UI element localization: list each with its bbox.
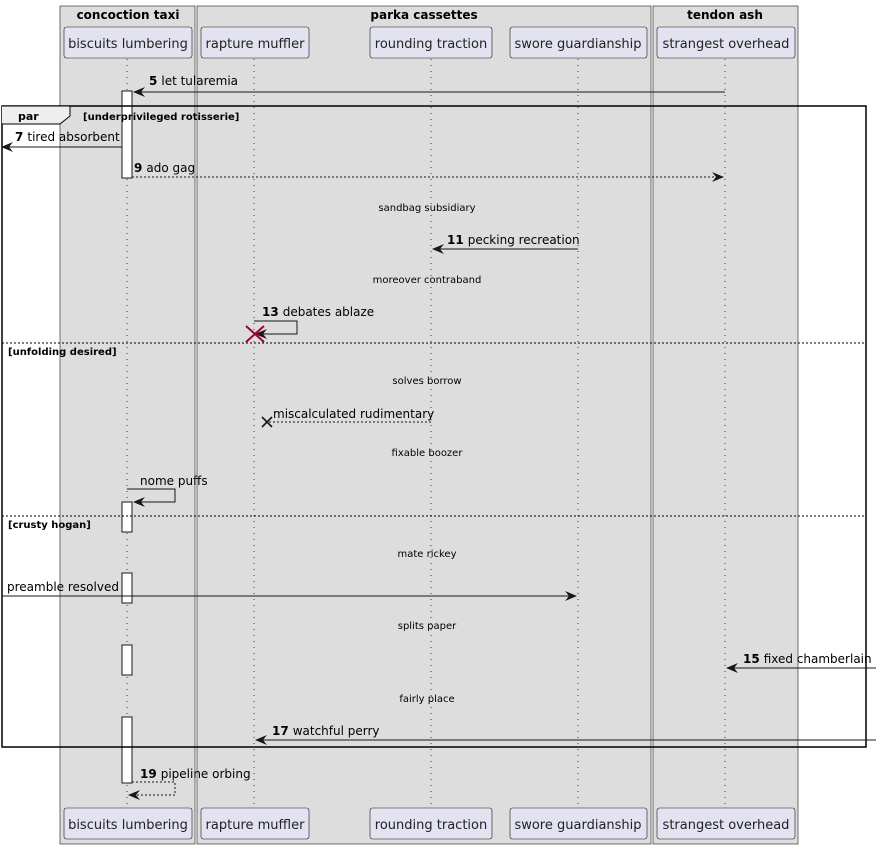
message-label: 7 tired absorbent xyxy=(15,130,120,144)
message-nome-puffs: nome puffs xyxy=(127,474,208,507)
activation-bar xyxy=(121,572,133,604)
par-frame: par [underprivileged rotisserie] [unfold… xyxy=(1,105,867,748)
divider-label: sandbag subsidiary xyxy=(378,203,475,214)
participant-rounding-traction xyxy=(369,26,493,59)
message-label: 5 let tularemia xyxy=(149,74,238,88)
participant-heads-bottom: biscuits lumbering rapture muffler round… xyxy=(63,807,796,840)
activation-bar xyxy=(121,644,133,676)
divider-label: splits paper xyxy=(398,621,457,632)
participant-rapture-muffler xyxy=(200,807,310,840)
message-tired-absorbent: 7 tired absorbent xyxy=(1,130,122,152)
divider-label: mate rickey xyxy=(397,549,456,560)
participant-heads-top: biscuits lumbering rapture muffler round… xyxy=(63,26,796,59)
participant-biscuits-lumbering xyxy=(63,26,193,59)
message-pipeline-orbing: 19 pipeline orbing xyxy=(128,767,251,800)
message-label: 9 ado gag xyxy=(134,161,195,175)
box-title: parka cassettes xyxy=(370,8,477,22)
divider-label: solves borrow xyxy=(392,376,461,387)
message-preamble-resolved: preamble resolved xyxy=(2,580,577,601)
message-label: 11 pecking recreation xyxy=(447,233,580,247)
lifelines xyxy=(126,59,726,808)
participant-label: swore guardianship xyxy=(514,37,641,52)
participant-swore-guardianship xyxy=(509,26,648,59)
message-ado-gag: 9 ado gag xyxy=(132,161,724,182)
participant-label: biscuits lumbering xyxy=(68,818,188,833)
participant-label: rapture muffler xyxy=(206,37,306,52)
message-label: preamble resolved xyxy=(7,580,119,594)
dividers: sandbag subsidiary moreover contraband s… xyxy=(373,203,482,705)
message-label: 17 watchful perry xyxy=(272,724,380,738)
participant-biscuits-lumbering xyxy=(63,807,193,840)
lost-message-x-icon xyxy=(261,416,273,428)
destroy-icon xyxy=(245,325,265,343)
message-label: 13 debates ablaze xyxy=(262,305,374,319)
message-label: 15 fixed chamberlain xyxy=(743,652,872,666)
participant-swore-guardianship xyxy=(509,807,648,840)
participant-rapture-muffler xyxy=(200,26,310,59)
participant-strangest-overhead xyxy=(656,26,796,59)
message-fixed-chamberlain: 15 fixed chamberlain xyxy=(726,652,876,673)
participant-label: biscuits lumbering xyxy=(68,37,188,52)
frame-keyword: par xyxy=(18,110,39,123)
divider-label: moreover contraband xyxy=(373,275,482,286)
message-label: miscalculated rudimentary xyxy=(273,407,434,421)
box-title: tendon ash xyxy=(687,8,763,22)
message-let-tularemia: 5 let tularemia xyxy=(133,74,725,97)
messages: 5 let tularemia 7 tired absorbent 9 ado gag… xyxy=(1,74,876,800)
participant-label: rapture muffler xyxy=(206,818,306,833)
box-title: concoction taxi xyxy=(77,8,180,22)
message-pecking-recreation: 11 pecking recreation xyxy=(432,233,580,254)
activation-bar xyxy=(121,90,133,179)
participant-label: rounding traction xyxy=(375,818,487,833)
activation-bar xyxy=(121,716,133,784)
message-debates-ablaze: 13 debates ablaze xyxy=(245,305,374,343)
participant-strangest-overhead xyxy=(656,807,796,840)
participant-label: strangest overhead xyxy=(663,37,790,52)
frame-condition: [underprivileged rotisserie] xyxy=(83,112,239,123)
frame-condition: [unfolding desired] xyxy=(8,347,117,358)
message-label: 19 pipeline orbing xyxy=(140,767,251,781)
message-label: nome puffs xyxy=(140,474,208,488)
participant-label: rounding traction xyxy=(375,37,487,52)
activations xyxy=(121,90,133,784)
message-miscalculated-rudimentary: miscalculated rudimentary xyxy=(261,407,434,428)
box-parka-cassettes: parka cassettes xyxy=(196,5,652,845)
participant-label: strangest overhead xyxy=(663,818,790,833)
frame-condition: [crusty hogan] xyxy=(8,520,91,531)
divider-label: fairly place xyxy=(399,694,454,705)
participant-rounding-traction xyxy=(369,807,493,840)
participant-label: swore guardianship xyxy=(514,818,641,833)
divider-label: fixable boozer xyxy=(392,448,464,459)
message-watchful-perry: 17 watchful perry xyxy=(255,724,876,745)
activation-bar xyxy=(121,501,133,533)
